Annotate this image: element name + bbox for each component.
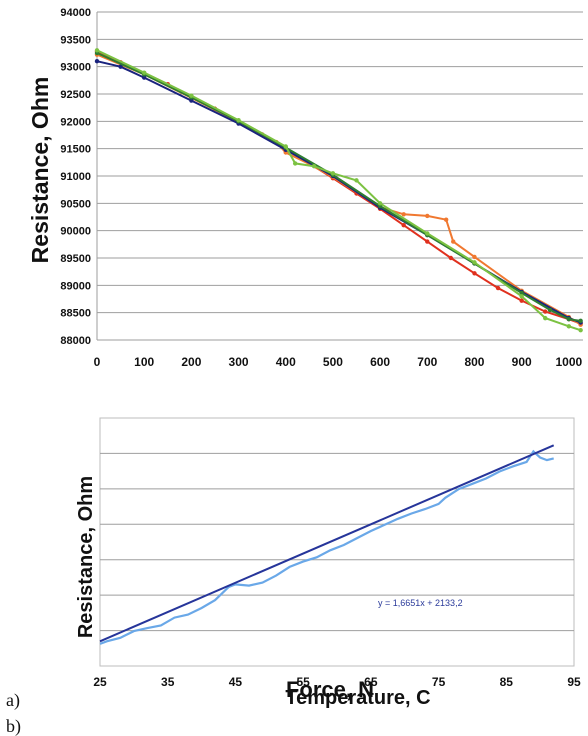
data-point [566,317,572,322]
series-group-a [94,48,583,333]
data-point [543,309,548,314]
data-point [118,64,123,69]
series-line [96,49,581,332]
data-point [448,255,454,261]
x-axis-title-a: Force, N [286,677,374,702]
data-point [401,223,406,228]
data-point [495,285,501,291]
y-tick-label: 89500 [60,253,91,265]
data-point [472,271,477,276]
data-point [425,213,430,219]
x-tick-label: 400 [276,355,296,369]
data-point [578,318,583,324]
x-tick-label: 500 [323,355,343,369]
data-point [94,48,100,53]
x-tick-label: 800 [464,355,484,369]
data-point [94,59,100,64]
data-point [472,254,477,260]
x-tick-label: 700 [417,355,437,369]
data-point [566,324,572,329]
data-point [311,163,317,169]
data-point [236,118,241,123]
data-point [354,178,359,183]
y-tick-label: 90000 [60,226,91,238]
data-point [330,171,336,176]
gridlines-a [96,11,583,341]
data-point [578,327,583,333]
x-tick-label: 300 [229,355,249,369]
y-tick-label: 88500 [60,308,91,320]
y-tick-label: 91000 [60,171,91,183]
x-tick-label: 600 [370,355,390,369]
y-tick-label: 93000 [60,62,91,74]
data-point [141,70,147,75]
data-point [292,161,298,166]
x-tick-labels-a: 0 100 200 300 400 500 600 700 800 900 1000 [94,355,583,369]
y-tick-label: 94000 [60,7,91,19]
data-point [189,93,194,98]
data-point [519,294,524,299]
data-point [519,298,524,303]
x-tick-label: 0 [94,355,101,369]
y-tick-label: 91500 [60,144,91,156]
y-tick-label: 90500 [60,198,91,210]
x-tick-label: 1000 [555,355,582,369]
data-point [472,260,477,265]
data-point [189,98,194,103]
chart-force-resistance: 88000 88500 89000 89500 90000 90500 91000 91500… [6,7,583,711]
x-tick-label: 100 [134,355,154,369]
data-point [401,212,406,217]
y-tick-label: 88000 [60,335,91,347]
y-tick-label: 92000 [60,116,91,128]
data-point [283,144,288,149]
data-point [425,239,430,244]
x-tick-label: 200 [181,355,201,369]
data-point [543,315,548,321]
data-point [443,217,449,222]
y-tick-label: 92500 [60,89,91,101]
y-tick-labels-a: 88000 88500 89000 89500 90000 90500 91000 91500… [60,7,91,347]
data-point [519,290,524,296]
data-point [377,201,383,206]
data-point [451,239,456,244]
y-tick-label: 89000 [60,280,91,292]
y-axis-title-a: Resistance, Ohm [27,77,53,264]
data-point [141,75,147,80]
data-point [547,307,553,313]
y-tick-label: 93500 [60,34,91,46]
data-point [425,231,430,236]
x-tick-label: 900 [512,355,532,369]
panel-label-a: a) [6,690,20,711]
